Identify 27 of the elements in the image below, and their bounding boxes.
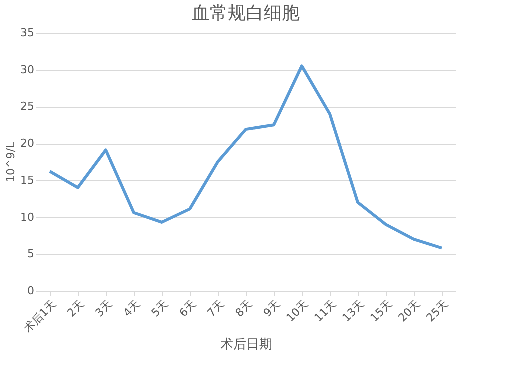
x-tick-label: 2天 (65, 298, 87, 320)
x-tick-label: 25天 (424, 298, 451, 325)
y-tick-label: 20 (20, 137, 34, 150)
chart-title: 血常规白细胞 (192, 3, 300, 24)
y-tick-label: 10 (20, 210, 34, 224)
x-tick-label: 3天 (93, 298, 115, 320)
x-tick-label: 10天 (284, 298, 311, 325)
y-tick-label: 15 (20, 174, 34, 187)
x-tick-label: 7天 (205, 298, 227, 320)
x-tick-label: 4天 (121, 298, 143, 320)
x-tick-label: 9天 (261, 298, 283, 320)
y-tick-label: 30 (20, 63, 34, 76)
x-tick-label: 6天 (177, 298, 199, 320)
x-tick-label: 13天 (340, 298, 367, 325)
x-tick-label: 11天 (312, 298, 339, 325)
line-series (48, 64, 444, 250)
x-tick-label: 15天 (368, 298, 395, 325)
y-tick-label: 35 (20, 26, 34, 40)
x-axis-title: 术后日期 (220, 338, 272, 353)
x-tick-label: 5天 (149, 298, 171, 320)
y-tick-label: 25 (20, 100, 34, 114)
y-axis-title: 10^9/L (4, 142, 18, 183)
x-tick-label: 8天 (233, 298, 255, 320)
y-tick-label: 0 (28, 284, 34, 298)
x-tick-label: 20天 (396, 298, 423, 325)
y-tick-label: 5 (28, 248, 34, 261)
x-tick-label: 术后1天 (22, 298, 59, 336)
